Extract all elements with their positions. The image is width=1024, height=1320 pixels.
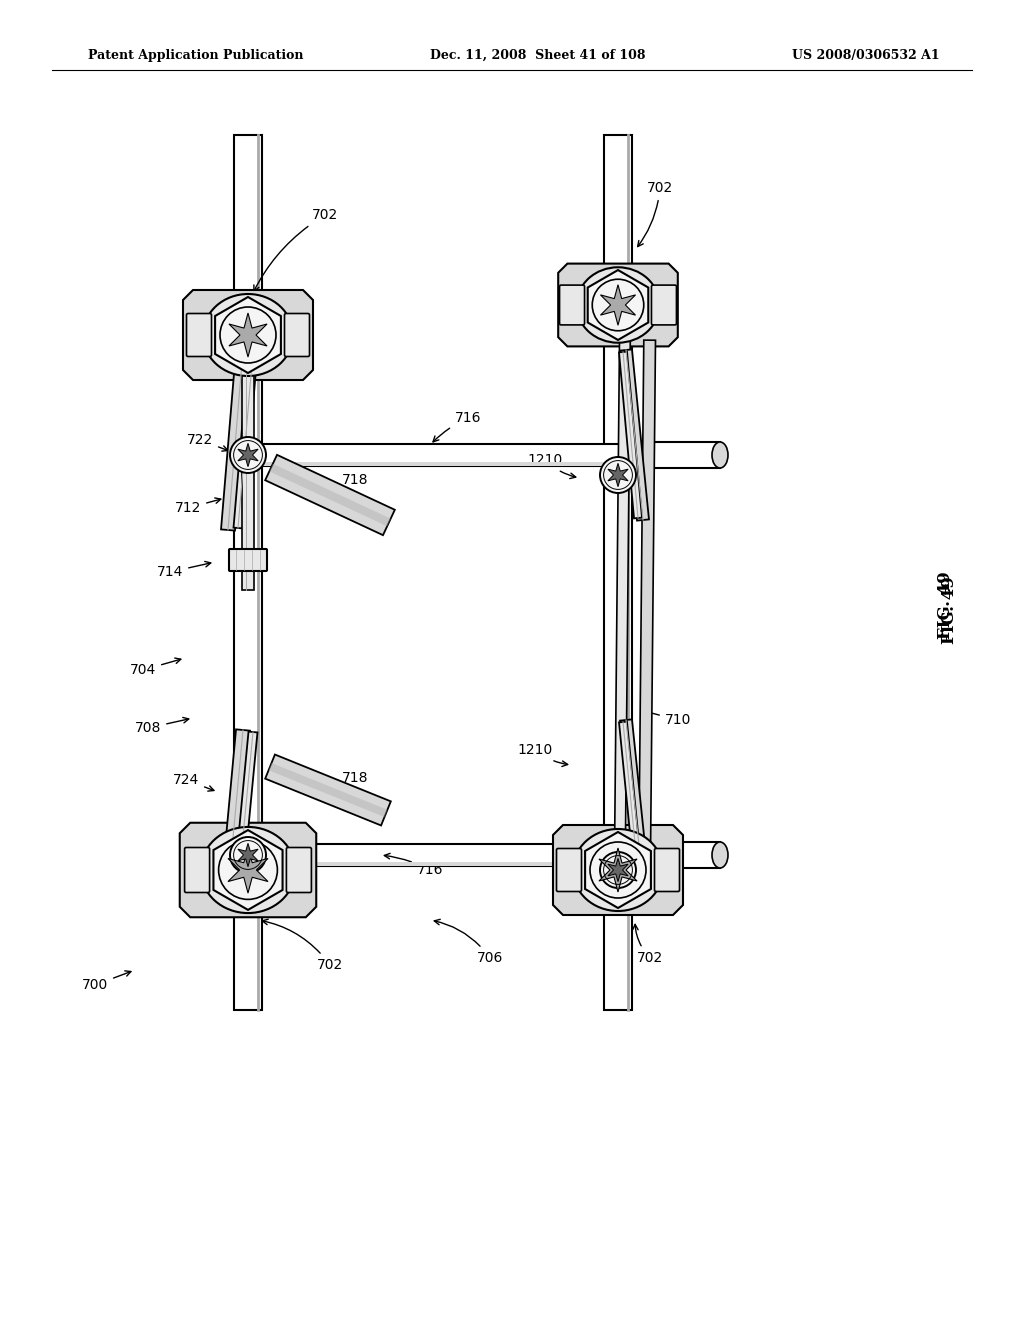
Polygon shape [620,351,642,519]
Circle shape [590,842,646,898]
FancyBboxPatch shape [651,285,677,325]
Text: FIG. 49: FIG. 49 [941,576,958,644]
Circle shape [218,841,278,899]
Text: 700: 700 [82,972,131,993]
Polygon shape [228,847,268,894]
Text: 718: 718 [322,771,369,792]
Polygon shape [236,731,257,869]
Polygon shape [608,858,628,882]
Polygon shape [265,755,391,825]
Text: 702: 702 [254,209,338,292]
Text: 706: 706 [434,919,503,965]
Circle shape [592,280,644,331]
Polygon shape [229,313,267,356]
Text: Patent Application Publication: Patent Application Publication [88,49,303,62]
Bar [632,442,720,469]
Text: 708: 708 [135,718,188,735]
Bar [242,350,254,590]
Polygon shape [621,719,646,855]
Text: FIG. 49: FIG. 49 [937,572,953,639]
Text: 716: 716 [384,853,443,876]
Polygon shape [238,843,258,867]
Circle shape [220,308,276,363]
Bar [234,444,632,466]
FancyBboxPatch shape [287,847,311,892]
Polygon shape [265,455,395,535]
Circle shape [600,457,636,492]
Polygon shape [620,722,640,854]
Bar [234,843,632,866]
Polygon shape [269,463,391,527]
Ellipse shape [201,826,295,913]
Polygon shape [233,351,257,528]
Text: 702: 702 [262,919,343,972]
Text: US 2008/0306532 A1: US 2008/0306532 A1 [793,49,940,62]
Ellipse shape [577,267,659,343]
Text: 722: 722 [186,433,228,451]
Polygon shape [268,763,387,817]
Bar [604,135,632,1010]
Polygon shape [620,350,649,520]
Polygon shape [553,825,683,915]
Text: 710: 710 [644,710,691,727]
Polygon shape [213,830,283,909]
Text: 714: 714 [157,561,211,579]
Text: 704: 704 [130,659,181,677]
Text: 716: 716 [433,411,481,442]
Ellipse shape [712,442,728,469]
Polygon shape [183,290,313,380]
Polygon shape [223,730,250,871]
Text: 718: 718 [323,473,369,496]
Polygon shape [238,444,258,467]
FancyBboxPatch shape [556,849,582,891]
Polygon shape [588,271,648,341]
FancyBboxPatch shape [654,849,680,891]
Text: 1210: 1210 [527,453,575,479]
FancyBboxPatch shape [184,847,210,892]
Text: 702: 702 [638,181,673,247]
Polygon shape [599,847,637,892]
Polygon shape [180,822,316,917]
Polygon shape [558,264,678,346]
Text: 724: 724 [173,774,214,791]
Text: 702: 702 [633,924,664,965]
Polygon shape [221,350,250,531]
Polygon shape [614,339,631,855]
Ellipse shape [203,294,293,376]
Circle shape [600,851,636,888]
Polygon shape [608,463,628,487]
Bar [234,862,632,866]
Ellipse shape [573,829,663,911]
Circle shape [230,437,266,473]
Bar [234,462,632,466]
Polygon shape [639,341,655,855]
Circle shape [230,837,266,873]
FancyBboxPatch shape [285,314,309,356]
Text: 1210: 1210 [517,743,567,767]
Text: 712: 712 [175,498,221,515]
FancyBboxPatch shape [559,285,585,325]
FancyBboxPatch shape [229,549,267,572]
Bar [234,135,262,1010]
Text: Dec. 11, 2008  Sheet 41 of 108: Dec. 11, 2008 Sheet 41 of 108 [430,49,645,62]
Ellipse shape [712,842,728,869]
FancyBboxPatch shape [186,314,212,356]
Polygon shape [215,297,281,374]
Polygon shape [585,832,651,908]
Bar [632,842,720,869]
Polygon shape [600,285,636,325]
